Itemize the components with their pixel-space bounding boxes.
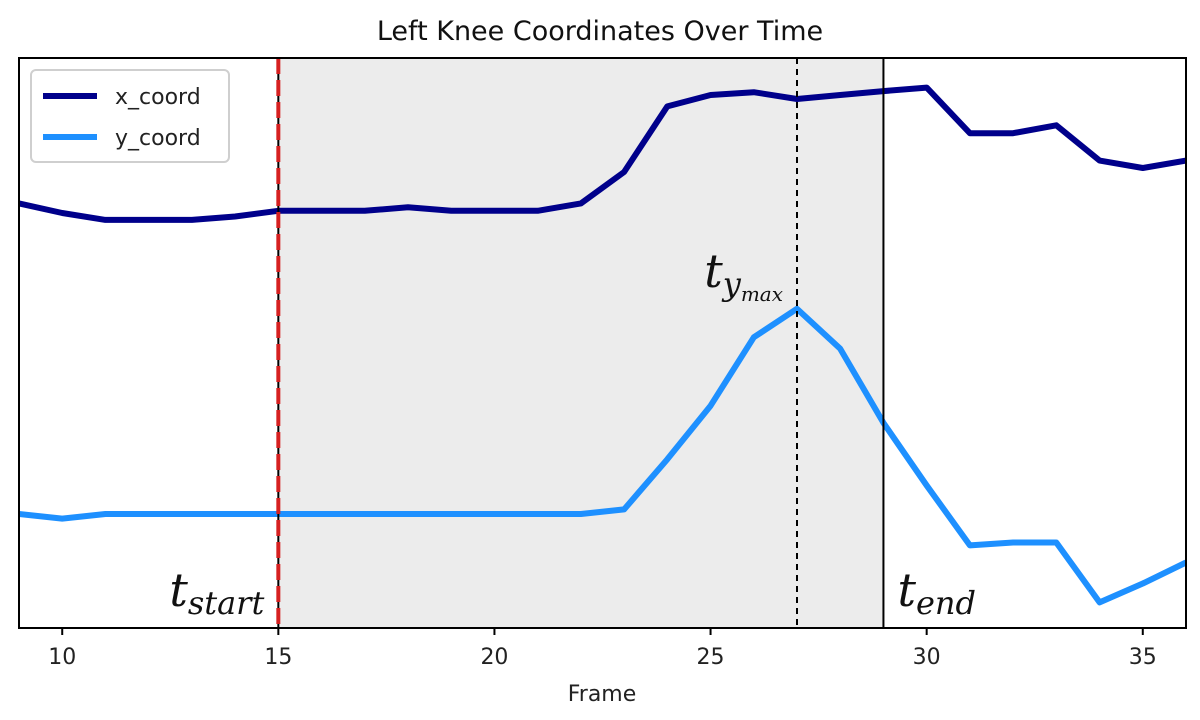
- shaded-region: [278, 58, 884, 628]
- x-tick-label-10: 10: [48, 645, 76, 670]
- series-line-y-coord: [19, 305, 1186, 606]
- legend-label-x-coord: x_coord: [115, 85, 201, 110]
- chart-title: Left Knee Coordinates Over Time: [377, 16, 823, 47]
- plot-area: tstart tymax tend 10 15 20 25 30 35 x_coord y_coor…: [18, 57, 1187, 670]
- series-group: [19, 84, 1186, 606]
- series-line-x-coord: [19, 84, 1186, 223]
- x-tick-label-20: 20: [480, 645, 508, 670]
- annotation-t-ymax: tymax: [704, 244, 783, 306]
- x-tick-label-35: 35: [1129, 645, 1157, 670]
- x-tick-label-25: 25: [697, 645, 725, 670]
- annotation-t-start: tstart: [169, 563, 264, 622]
- x-tick-label-15: 15: [264, 645, 292, 670]
- x-tick-label-30: 30: [913, 645, 941, 670]
- legend-label-y-coord: y_coord: [115, 126, 201, 151]
- legend: x_coord y_coord: [30, 69, 230, 163]
- x-axis-label: Frame: [568, 682, 637, 707]
- plot-frame: [18, 57, 1187, 629]
- annotation-t-end: tend: [897, 563, 976, 622]
